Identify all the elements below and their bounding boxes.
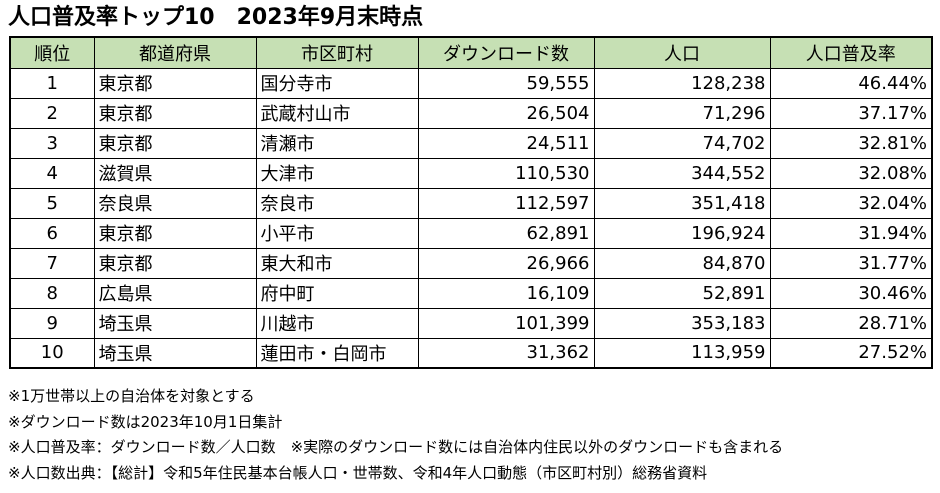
cell-prefecture: 埼玉県 xyxy=(93,307,257,339)
cell-prefecture: 奈良県 xyxy=(93,187,257,219)
cell-downloads: 110,530 xyxy=(417,157,595,189)
cell-penetration-rate: 31.94% xyxy=(769,217,933,249)
page-title: 人口普及率トップ10 2023年9月末時点 xyxy=(8,5,424,30)
cell-prefecture: 埼玉県 xyxy=(93,337,257,369)
table-row: 1 東京都 国分寺市 59,555 128,238 46.44% xyxy=(9,67,933,99)
cell-downloads: 101,399 xyxy=(417,307,595,339)
cell-rank: 2 xyxy=(9,97,95,129)
cell-prefecture: 東京都 xyxy=(93,247,257,279)
cell-municipality: 国分寺市 xyxy=(255,67,419,99)
cell-population: 344,552 xyxy=(593,157,771,189)
cell-penetration-rate: 28.71% xyxy=(769,307,933,339)
table-row: 10 埼玉県 蓮田市・白岡市 31,362 113,959 27.52% xyxy=(9,337,933,369)
table-row: 3 東京都 清瀬市 24,511 74,702 32.81% xyxy=(9,127,933,159)
cell-municipality: 蓮田市・白岡市 xyxy=(255,337,419,369)
cell-municipality: 奈良市 xyxy=(255,187,419,219)
header-rank: 順位 xyxy=(9,36,95,69)
cell-municipality: 府中町 xyxy=(255,277,419,309)
table-header-row: 順位 都道府県 市区町村 ダウンロード数 人口 人口普及率 xyxy=(9,36,933,69)
cell-downloads: 16,109 xyxy=(417,277,595,309)
cell-municipality: 大津市 xyxy=(255,157,419,189)
footnote: ※1万世帯以上の自治体を対象とする xyxy=(8,387,255,405)
cell-population: 353,183 xyxy=(593,307,771,339)
cell-prefecture: 東京都 xyxy=(93,217,257,249)
cell-rank: 8 xyxy=(9,277,95,309)
cell-penetration-rate: 46.44% xyxy=(769,67,933,99)
cell-rank: 6 xyxy=(9,217,95,249)
cell-rank: 1 xyxy=(9,67,95,99)
cell-population: 84,870 xyxy=(593,247,771,279)
cell-rank: 7 xyxy=(9,247,95,279)
cell-municipality: 東大和市 xyxy=(255,247,419,279)
cell-downloads: 24,511 xyxy=(417,127,595,159)
cell-penetration-rate: 32.04% xyxy=(769,187,933,219)
cell-rank: 4 xyxy=(9,157,95,189)
cell-population: 196,924 xyxy=(593,217,771,249)
cell-prefecture: 東京都 xyxy=(93,97,257,129)
table-row: 2 東京都 武蔵村山市 26,504 71,296 37.17% xyxy=(9,97,933,129)
header-downloads: ダウンロード数 xyxy=(417,36,595,69)
cell-municipality: 川越市 xyxy=(255,307,419,339)
footnote: ※人口普及率：ダウンロード数／人口数 ※実際のダウンロード数には自治体内住民以外… xyxy=(8,438,784,456)
cell-rank: 10 xyxy=(9,337,95,369)
cell-downloads: 26,966 xyxy=(417,247,595,279)
cell-prefecture: 広島県 xyxy=(93,277,257,309)
table-row: 6 東京都 小平市 62,891 196,924 31.94% xyxy=(9,217,933,249)
cell-downloads: 59,555 xyxy=(417,67,595,99)
header-municipality: 市区町村 xyxy=(255,36,419,69)
table-row: 9 埼玉県 川越市 101,399 353,183 28.71% xyxy=(9,307,933,339)
header-penetration-rate: 人口普及率 xyxy=(769,36,933,69)
cell-downloads: 62,891 xyxy=(417,217,595,249)
ranking-table: 順位 都道府県 市区町村 ダウンロード数 人口 人口普及率 1 東京都 国分寺市 59… xyxy=(9,36,933,369)
cell-penetration-rate: 31.77% xyxy=(769,247,933,279)
table-row: 7 東京都 東大和市 26,966 84,870 31.77% xyxy=(9,247,933,279)
table-row: 8 広島県 府中町 16,109 52,891 30.46% xyxy=(9,277,933,309)
cell-penetration-rate: 37.17% xyxy=(769,97,933,129)
cell-population: 52,891 xyxy=(593,277,771,309)
cell-population: 351,418 xyxy=(593,187,771,219)
cell-municipality: 武蔵村山市 xyxy=(255,97,419,129)
header-population: 人口 xyxy=(593,36,771,69)
footnote: ※人口数出典：【総計】令和5年住民基本台帳人口・世帯数、令和4年人口動態（市区町… xyxy=(8,463,708,482)
cell-population: 74,702 xyxy=(593,127,771,159)
cell-penetration-rate: 32.08% xyxy=(769,157,933,189)
cell-population: 71,296 xyxy=(593,97,771,129)
cell-penetration-rate: 30.46% xyxy=(769,277,933,309)
cell-downloads: 112,597 xyxy=(417,187,595,219)
cell-prefecture: 滋賀県 xyxy=(93,157,257,189)
cell-prefecture: 東京都 xyxy=(93,127,257,159)
cell-prefecture: 東京都 xyxy=(93,67,257,99)
cell-penetration-rate: 32.81% xyxy=(769,127,933,159)
cell-municipality: 小平市 xyxy=(255,217,419,249)
cell-downloads: 31,362 xyxy=(417,337,595,369)
cell-municipality: 清瀬市 xyxy=(255,127,419,159)
footnotes: ※1万世帯以上の自治体を対象とする ※ダウンロード数は2023年10月1日集計 … xyxy=(8,384,783,486)
header-prefecture: 都道府県 xyxy=(93,36,257,69)
cell-penetration-rate: 27.52% xyxy=(769,337,933,369)
cell-downloads: 26,504 xyxy=(417,97,595,129)
cell-rank: 3 xyxy=(9,127,95,159)
table-row: 4 滋賀県 大津市 110,530 344,552 32.08% xyxy=(9,157,933,189)
cell-rank: 5 xyxy=(9,187,95,219)
footnote: ※ダウンロード数は2023年10月1日集計 xyxy=(8,412,283,431)
cell-population: 128,238 xyxy=(593,67,771,99)
cell-rank: 9 xyxy=(9,307,95,339)
cell-population: 113,959 xyxy=(593,337,771,369)
table-row: 5 奈良県 奈良市 112,597 351,418 32.04% xyxy=(9,187,933,219)
